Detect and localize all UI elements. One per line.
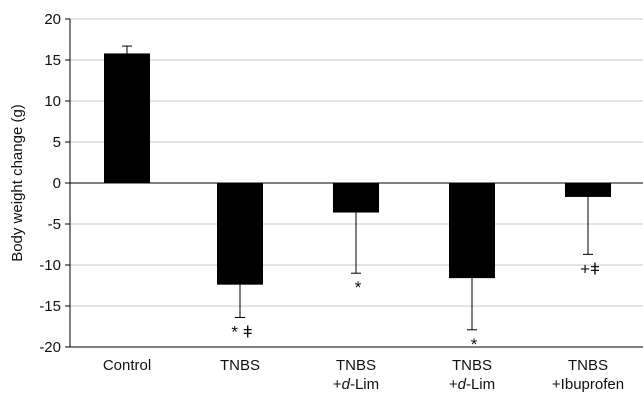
- category-label-part: -Lim: [350, 376, 379, 393]
- category-label-line2: +Ibuprofen: [552, 376, 624, 393]
- bar: [217, 183, 263, 285]
- y-tick-label: 0: [53, 175, 61, 192]
- bar: [333, 183, 379, 213]
- category-label-part: +Ibuprofen: [552, 376, 624, 393]
- category-label-part: +: [449, 376, 458, 393]
- y-tick-label: -20: [39, 339, 61, 356]
- y-tick-label: 20: [44, 11, 61, 28]
- y-axis-label: Body weight change (g): [9, 104, 26, 262]
- bar: [449, 183, 495, 279]
- category-label: TNBS: [452, 357, 492, 374]
- axes: [65, 18, 643, 348]
- significance-marker: *: [355, 278, 362, 297]
- significance-markers: * ǂ * * +ǂ: [231, 259, 600, 353]
- bar: [565, 183, 611, 197]
- significance-marker: *: [471, 335, 478, 354]
- y-tick-label: -5: [48, 216, 61, 233]
- y-tick-labels: 20 15 10 5 0 -5 -10 -15 -20: [39, 11, 61, 356]
- significance-marker: * ǂ: [231, 322, 252, 341]
- category-label-part: -Lim: [466, 376, 495, 393]
- category-label: Control: [103, 357, 151, 374]
- bar: [104, 53, 150, 183]
- category-label: TNBS: [568, 357, 608, 374]
- y-tick-label: -10: [39, 257, 61, 274]
- y-tick-label: 15: [44, 52, 61, 69]
- bars: [104, 53, 611, 285]
- category-label: TNBS: [220, 357, 260, 374]
- category-label: TNBS: [336, 357, 376, 374]
- category-label-line2: +d-Lim: [333, 376, 379, 393]
- category-label-italic: d: [458, 376, 467, 393]
- y-tick-label: 10: [44, 93, 61, 110]
- significance-marker: +ǂ: [580, 259, 600, 278]
- error-bars: [122, 45, 593, 331]
- category-label-line2: +d-Lim: [449, 376, 495, 393]
- y-tick-label: -15: [39, 298, 61, 315]
- category-labels: Control TNBS TNBS+d-LimTNBS+d-LimTNBS+Ibup…: [103, 357, 624, 393]
- category-label-italic: d: [342, 376, 351, 393]
- y-tick-label: 5: [53, 134, 61, 151]
- category-label-part: +: [333, 376, 342, 393]
